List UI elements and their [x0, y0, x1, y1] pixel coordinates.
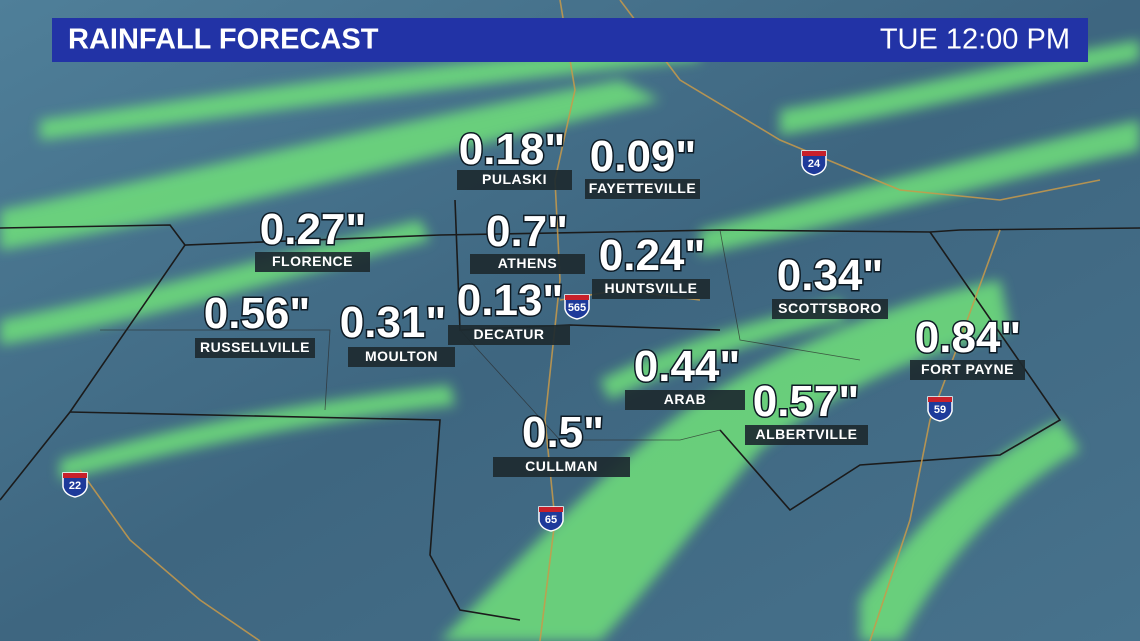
shield-number: 59 [934, 404, 946, 416]
shield-top [63, 473, 87, 478]
city-name: ATHENS [498, 255, 558, 271]
city-name: MOULTON [365, 348, 438, 364]
city-label-box [585, 179, 700, 199]
rain-amount: 0.24" [599, 231, 706, 280]
city-name: ARAB [664, 391, 706, 407]
rain-amount: 0.7" [486, 207, 568, 256]
city-label-box [255, 252, 370, 272]
city-name: SCOTTSBORO [778, 300, 882, 316]
interstate-shield: 24 [801, 150, 827, 176]
shield-number: 565 [568, 302, 586, 314]
interstate-shields: 24 565 22 65 59 [62, 150, 953, 532]
shield-top [539, 507, 563, 512]
rain-amount: 0.31" [340, 298, 447, 347]
header-time: TUE 12:00 PM [880, 24, 1070, 56]
shield-top [802, 151, 826, 156]
shield-number: 24 [808, 158, 821, 170]
rain-swaths [0, 40, 1140, 641]
city-name: FAYETTEVILLE [589, 180, 696, 196]
city-name: ALBERTVILLE [756, 426, 858, 442]
city-name: FLORENCE [272, 253, 353, 269]
shield-shape [801, 150, 827, 176]
rain-amount: 0.57" [753, 377, 860, 426]
header-bar [52, 18, 1088, 62]
city-label-box [592, 279, 710, 299]
city-label-box [348, 347, 455, 367]
city-name: HUNTSVILLE [605, 280, 698, 296]
city-label-box [470, 254, 585, 274]
city-label-box [195, 338, 315, 358]
rain-amount: 0.18" [459, 125, 566, 174]
city-label-box [745, 425, 868, 445]
city-label-box [493, 457, 630, 477]
rain-amount: 0.5" [522, 408, 604, 457]
city-label-box [625, 390, 745, 410]
shield-shape [564, 294, 590, 320]
shield-number: 65 [545, 514, 557, 526]
city-name: RUSSELLVILLE [200, 339, 310, 355]
rain-amount: 0.56" [204, 289, 311, 338]
header-title: RAINFALL FORECAST [68, 24, 379, 56]
city-name: DECATUR [474, 326, 545, 342]
city-label-box [448, 325, 570, 345]
interstate-shield: 65 [538, 506, 564, 532]
city-label-box [457, 170, 572, 190]
interstate-shield: 565 [564, 294, 590, 320]
city-name: CULLMAN [525, 458, 598, 474]
city-name: FORT PAYNE [921, 361, 1014, 377]
shield-number: 22 [69, 480, 81, 492]
shield-shape [927, 396, 953, 422]
city-label-box [772, 299, 888, 319]
rain-amount: 0.34" [777, 251, 884, 300]
city-name: PULASKI [482, 171, 547, 187]
shield-shape [538, 506, 564, 532]
interstate-shield: 22 [62, 472, 88, 498]
interstate-shield: 59 [927, 396, 953, 422]
shield-top [565, 295, 589, 300]
rain-amount: 0.44" [634, 342, 741, 391]
minor-borders [100, 229, 861, 441]
city-labels: PULASKI0.18"FAYETTEVILLE0.09"FLORENCE0.2… [195, 124, 1025, 477]
rain-amount: 0.09" [590, 132, 697, 181]
rain-amount: 0.13" [457, 276, 564, 325]
shield-shape [62, 472, 88, 498]
shield-top [928, 397, 952, 402]
rain-amount: 0.27" [260, 205, 367, 254]
city-label-box [910, 360, 1025, 380]
rain-amount: 0.84" [915, 313, 1022, 362]
